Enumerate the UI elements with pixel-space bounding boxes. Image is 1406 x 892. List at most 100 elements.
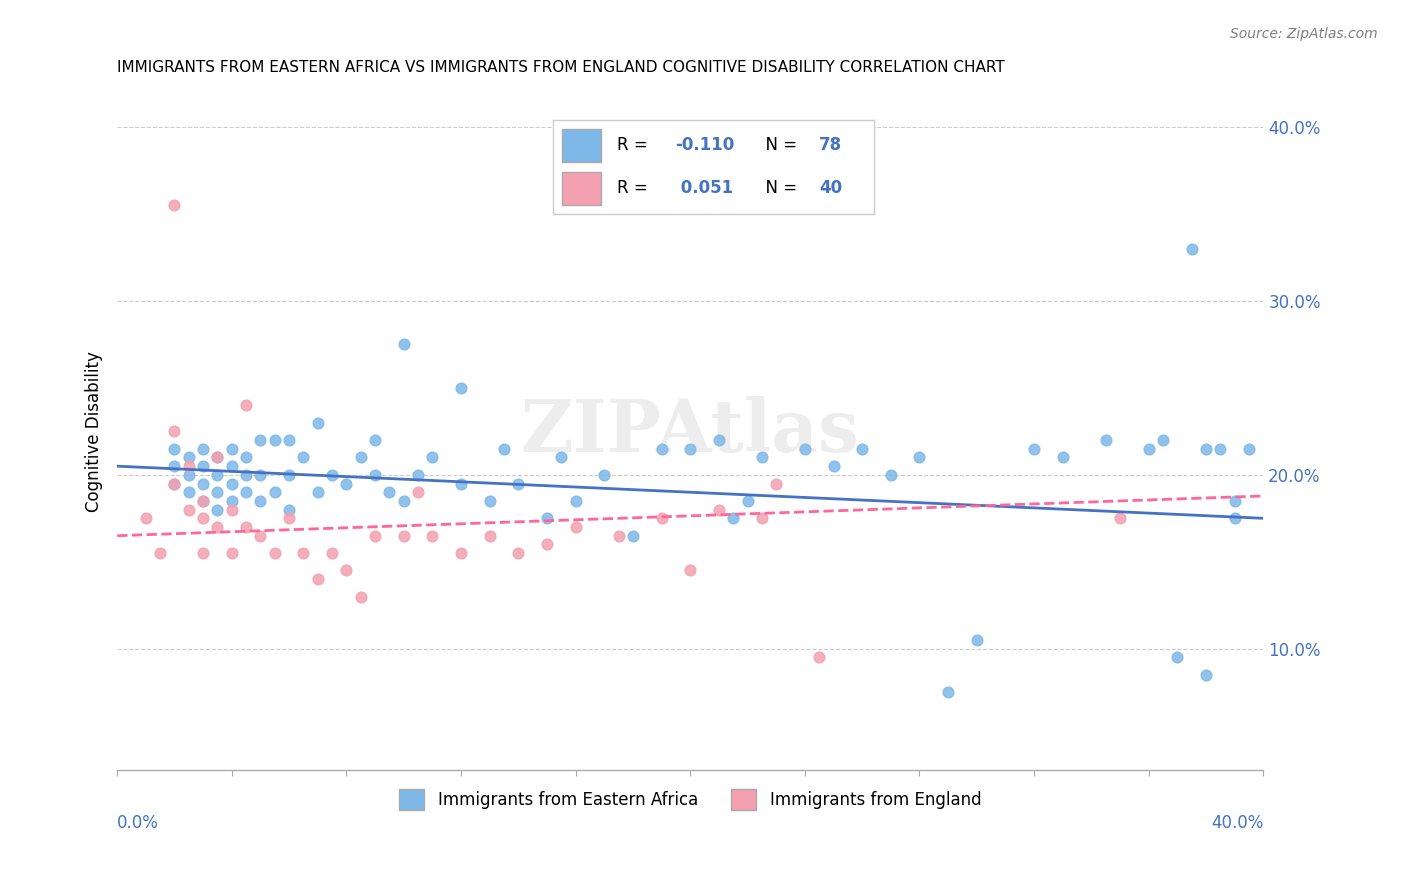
Point bbox=[177, 502, 200, 516]
Point bbox=[823, 459, 845, 474]
Point bbox=[880, 467, 903, 482]
Point bbox=[191, 476, 214, 491]
Point bbox=[607, 529, 630, 543]
Point bbox=[1022, 442, 1045, 456]
Point bbox=[1137, 442, 1160, 456]
Point bbox=[221, 476, 243, 491]
Point bbox=[321, 467, 343, 482]
Point bbox=[163, 476, 186, 491]
Point bbox=[1152, 433, 1174, 447]
Point bbox=[364, 467, 387, 482]
Point bbox=[191, 442, 214, 456]
Point bbox=[135, 511, 157, 525]
Point bbox=[707, 502, 730, 516]
Text: IMMIGRANTS FROM EASTERN AFRICA VS IMMIGRANTS FROM ENGLAND COGNITIVE DISABILITY C: IMMIGRANTS FROM EASTERN AFRICA VS IMMIGR… bbox=[117, 60, 1005, 75]
Point bbox=[422, 450, 444, 465]
Point bbox=[278, 511, 301, 525]
Text: 40.0%: 40.0% bbox=[1211, 814, 1264, 832]
Point bbox=[263, 546, 285, 560]
Point bbox=[936, 685, 959, 699]
Point bbox=[263, 433, 285, 447]
Point bbox=[163, 442, 186, 456]
Point bbox=[235, 398, 257, 412]
Point bbox=[564, 494, 586, 508]
Point bbox=[292, 450, 315, 465]
Text: 0.0%: 0.0% bbox=[117, 814, 159, 832]
Point bbox=[450, 476, 472, 491]
Point bbox=[765, 476, 787, 491]
Point bbox=[191, 494, 214, 508]
Point bbox=[679, 442, 702, 456]
Point bbox=[163, 476, 186, 491]
Point bbox=[307, 485, 329, 500]
Point bbox=[278, 502, 301, 516]
Point bbox=[207, 485, 229, 500]
Point bbox=[422, 529, 444, 543]
Point bbox=[651, 511, 673, 525]
Point bbox=[221, 459, 243, 474]
Point bbox=[191, 494, 214, 508]
Point bbox=[536, 511, 558, 525]
Point bbox=[1052, 450, 1074, 465]
Point bbox=[406, 485, 429, 500]
Point bbox=[737, 494, 759, 508]
Point bbox=[278, 467, 301, 482]
Point bbox=[163, 459, 186, 474]
Point bbox=[207, 467, 229, 482]
Point bbox=[249, 433, 271, 447]
Point bbox=[149, 546, 172, 560]
Point bbox=[350, 590, 373, 604]
Point bbox=[1109, 511, 1132, 525]
Point bbox=[851, 442, 873, 456]
Point bbox=[335, 476, 357, 491]
Point bbox=[364, 433, 387, 447]
Point bbox=[966, 632, 988, 647]
Point bbox=[249, 467, 271, 482]
Point bbox=[1223, 511, 1246, 525]
Point bbox=[392, 529, 415, 543]
Point bbox=[378, 485, 401, 500]
Point bbox=[177, 459, 200, 474]
Point bbox=[235, 467, 257, 482]
Point bbox=[679, 564, 702, 578]
Point bbox=[508, 546, 530, 560]
Y-axis label: Cognitive Disability: Cognitive Disability bbox=[86, 351, 103, 512]
Point bbox=[207, 450, 229, 465]
Point bbox=[392, 337, 415, 351]
Point bbox=[364, 529, 387, 543]
Point bbox=[751, 511, 773, 525]
Point bbox=[651, 442, 673, 456]
Point bbox=[207, 450, 229, 465]
Point bbox=[163, 425, 186, 439]
Point bbox=[177, 485, 200, 500]
Point bbox=[564, 520, 586, 534]
Point bbox=[1237, 442, 1260, 456]
Text: Source: ZipAtlas.com: Source: ZipAtlas.com bbox=[1230, 27, 1378, 41]
Point bbox=[235, 450, 257, 465]
Point bbox=[177, 467, 200, 482]
Point bbox=[191, 459, 214, 474]
Point bbox=[508, 476, 530, 491]
Point bbox=[1209, 442, 1232, 456]
Point bbox=[621, 529, 644, 543]
Point bbox=[450, 546, 472, 560]
Point bbox=[350, 450, 373, 465]
Point bbox=[1195, 442, 1218, 456]
Point bbox=[406, 467, 429, 482]
Point bbox=[249, 494, 271, 508]
Point bbox=[292, 546, 315, 560]
Point bbox=[1181, 242, 1204, 256]
Point bbox=[307, 416, 329, 430]
Point bbox=[723, 511, 745, 525]
Point bbox=[793, 442, 815, 456]
Point bbox=[235, 520, 257, 534]
Point bbox=[1223, 494, 1246, 508]
Point bbox=[492, 442, 515, 456]
Point bbox=[249, 529, 271, 543]
Point bbox=[550, 450, 572, 465]
Point bbox=[221, 546, 243, 560]
Point bbox=[392, 494, 415, 508]
Point bbox=[221, 502, 243, 516]
Point bbox=[321, 546, 343, 560]
Point bbox=[207, 520, 229, 534]
